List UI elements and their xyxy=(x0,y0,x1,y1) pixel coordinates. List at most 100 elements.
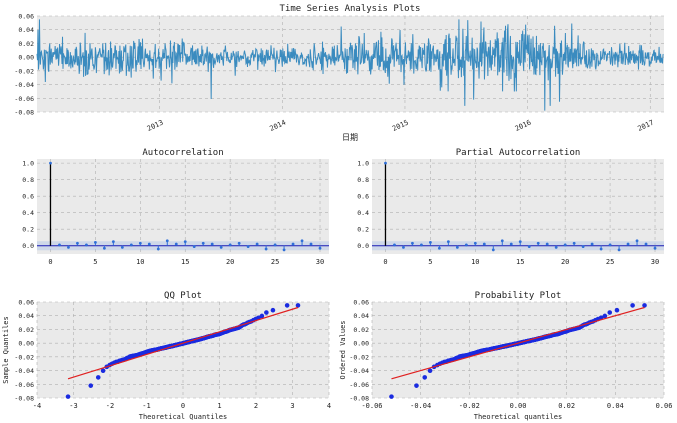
pacf-stem-marker xyxy=(420,243,423,247)
acf-marks xyxy=(37,161,329,252)
prob-xtick-label: 0.06 xyxy=(656,402,673,410)
pacf-panel: Partial Autocorrelation 1.0 0.8 0.6 0.4 0.2 0… xyxy=(357,148,664,266)
pacf-xtick-label: 25 xyxy=(606,258,614,266)
ts-xlabel: 日期 xyxy=(342,133,358,142)
pacf-x-ticks: 0 5 10 15 20 25 30 xyxy=(383,258,659,266)
prob-xtick-label: 0.00 xyxy=(510,402,527,410)
acf-xtick-label: 5 xyxy=(93,258,97,266)
pacf-stem-marker xyxy=(518,240,522,244)
pacf-stem-marker xyxy=(393,243,396,247)
acf-y-ticks: 1.0 0.8 0.6 0.4 0.2 0.0 xyxy=(22,160,34,251)
acf-stem-marker xyxy=(156,247,160,251)
acf-stem-marker xyxy=(85,243,88,247)
pacf-stem-marker xyxy=(617,248,621,252)
qq-point xyxy=(284,303,290,308)
acf-stem-marker xyxy=(246,245,250,248)
prob-x-ticks: -0.06 -0.04 -0.02 0.00 0.02 0.04 0.06 xyxy=(361,402,672,410)
pacf-ytick-label: 0.2 xyxy=(357,226,369,234)
pacf-stem-marker xyxy=(402,245,405,249)
pacf-stem-marker xyxy=(626,242,630,246)
ts-ytick-label: 0.00 xyxy=(18,54,34,62)
ts-xtick-label: 2014 xyxy=(268,119,287,133)
prob-xlabel: Theoretical quantiles xyxy=(474,413,563,421)
prob-ytick-label: 0.06 xyxy=(353,299,369,307)
pacf-xtick-label: 10 xyxy=(471,258,479,266)
prob-point xyxy=(642,303,647,308)
qq-point xyxy=(270,307,276,313)
acf-ytick-label: 0.2 xyxy=(22,226,34,234)
qq-point xyxy=(295,303,301,308)
acf-stem-marker xyxy=(120,245,124,249)
pacf-stem-marker xyxy=(464,243,468,247)
qq-ytick-label: 0.04 xyxy=(18,312,34,320)
acf-stem-marker xyxy=(165,239,169,243)
pacf-ytick-label: 0.6 xyxy=(357,193,369,201)
prob-point xyxy=(614,307,620,313)
acf-stem-marker xyxy=(219,245,223,249)
qq-ytick-label: -0.02 xyxy=(14,353,34,361)
acf-stem-marker xyxy=(94,241,97,244)
pacf-stem-marker xyxy=(563,243,567,247)
acf-stem-marker xyxy=(300,239,304,243)
pacf-plot-area xyxy=(372,159,664,254)
pacf-ytick-label: 1.0 xyxy=(357,160,369,168)
pacf-ytick-label: 0.8 xyxy=(357,176,369,184)
qq-xtick-label: 0 xyxy=(181,402,185,410)
pacf-marks xyxy=(372,161,664,252)
qq-y-ticks: 0.06 0.04 0.02 0.00 -0.02 -0.04 -0.06 -0.08 xyxy=(14,299,34,403)
time-series-panel: Time Series Analysis Plots 0.06 0.04 0.02 0… xyxy=(14,4,664,142)
qq-ylabel: Sample Quantiles xyxy=(2,316,10,383)
qq-point xyxy=(95,375,101,380)
acf-stem-marker xyxy=(174,242,178,246)
qq-point xyxy=(65,394,71,399)
prob-ytick-label: 0.02 xyxy=(353,326,369,334)
acf-xtick-label: 0 xyxy=(48,258,52,266)
ts-ytick-label: 0.04 xyxy=(18,26,34,34)
ts-ytick-label: 0.02 xyxy=(18,40,34,48)
pacf-xtick-label: 30 xyxy=(651,258,659,266)
pacf-title: Partial Autocorrelation xyxy=(456,148,581,158)
qq-xtick-label: -2 xyxy=(106,402,114,410)
acf-xtick-label: 20 xyxy=(226,258,234,266)
prob-xtick-label: -0.02 xyxy=(459,402,480,410)
prob-ytick-label: -0.04 xyxy=(349,367,369,375)
pacf-stem-marker xyxy=(590,242,594,246)
prob-title: Probability Plot xyxy=(475,291,562,301)
ts-ytick-label: 0.06 xyxy=(18,13,34,21)
ts-xtick-label: 2015 xyxy=(391,119,410,133)
acf-stem-marker xyxy=(111,240,115,244)
pacf-stem-marker xyxy=(384,161,387,165)
pacf-stem-marker xyxy=(527,245,531,248)
qq-ytick-label: 0.02 xyxy=(18,326,34,334)
prob-point xyxy=(630,303,635,308)
acf-xtick-label: 30 xyxy=(316,258,324,266)
qq-point xyxy=(88,383,94,388)
pacf-stem-marker xyxy=(581,245,585,248)
ts-xtick-label: 2013 xyxy=(146,119,165,133)
acf-stem-marker xyxy=(237,241,241,245)
acf-stem-marker xyxy=(309,242,313,246)
prob-fit-line xyxy=(391,306,645,380)
ts-title: Time Series Analysis Plots xyxy=(280,4,421,14)
prob-y-ticks: 0.06 0.04 0.02 0.00 -0.02 -0.04 -0.06 -0.08 xyxy=(349,299,369,403)
qq-xtick-label: -1 xyxy=(142,402,150,410)
pacf-ytick-label: 0.4 xyxy=(357,209,369,217)
prob-ytick-label: -0.02 xyxy=(349,353,369,361)
qq-xtick-label: 2 xyxy=(254,402,258,410)
pacf-stem-marker xyxy=(608,243,612,247)
prob-ylabel: Ordered Values xyxy=(339,320,347,379)
pacf-stem-marker xyxy=(644,242,648,246)
ts-ytick-label: -0.04 xyxy=(14,81,34,89)
acf-stem-marker xyxy=(129,243,133,247)
prob-marks xyxy=(389,303,647,399)
qq-point xyxy=(100,368,106,374)
pacf-stem-marker xyxy=(509,242,513,246)
acf-xtick-label: 25 xyxy=(271,258,279,266)
acf-stem-marker xyxy=(264,247,268,251)
acf-stem-marker xyxy=(318,246,322,250)
qq-panel: QQ Plot 0.06 0.04 0.02 0.00 -0.02 -0.04 -0.06 -… xyxy=(2,291,331,421)
acf-stem-marker xyxy=(147,242,151,246)
pacf-xtick-label: 20 xyxy=(561,258,569,266)
pacf-y-ticks: 1.0 0.8 0.6 0.4 0.2 0.0 xyxy=(357,160,369,251)
pacf-stem-marker xyxy=(482,242,486,246)
